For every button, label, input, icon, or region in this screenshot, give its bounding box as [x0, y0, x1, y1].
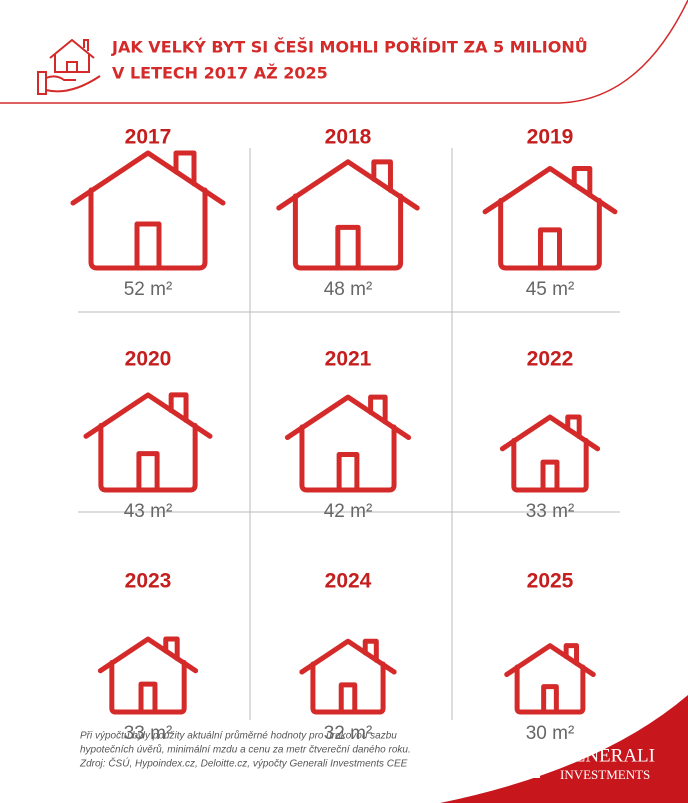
value-label: 32 m²: [324, 723, 373, 744]
house-body: [511, 438, 589, 493]
house-body: [514, 664, 586, 715]
house: [482, 165, 618, 271]
house: [276, 159, 420, 271]
house-door: [138, 681, 158, 715]
brand-name: GENERALI: [560, 745, 655, 766]
year-label: 2017: [125, 126, 172, 149]
year-label: 2024: [325, 570, 372, 593]
house-door: [336, 451, 360, 493]
house-door: [537, 227, 563, 271]
house: [284, 394, 412, 493]
house-roof: [284, 394, 412, 440]
house-body: [310, 661, 386, 715]
brand-name: INVESTMENTS: [560, 767, 650, 782]
house-body: [498, 198, 602, 271]
house-chimney: [168, 392, 189, 424]
house-body: [299, 424, 397, 493]
value-label: 43 m²: [124, 501, 173, 522]
brand-logo: [515, 748, 545, 778]
header-curve: [0, 0, 688, 104]
value-label: 48 m²: [324, 279, 373, 300]
year-label: 2025: [527, 570, 574, 593]
house-roof: [499, 414, 601, 452]
brand-band: [440, 695, 688, 803]
house-roof: [482, 165, 618, 215]
year-label: 2021: [325, 348, 372, 371]
header-icon: [37, 38, 101, 95]
house-roof: [83, 392, 213, 439]
year-label: 2020: [125, 348, 172, 371]
value-label: 52 m²: [124, 279, 173, 300]
house-roof: [276, 159, 420, 211]
value-label: 30 m²: [526, 723, 575, 744]
house: [70, 150, 226, 271]
house-door: [136, 451, 160, 493]
title-line: JAK VELKÝ BYT SI ČEŠI MOHLI POŘÍDIT ZA 5…: [111, 38, 588, 57]
house-roof: [70, 150, 226, 206]
house-door: [338, 682, 358, 715]
house-chimney: [571, 165, 593, 198]
house-chimney: [371, 159, 393, 193]
house: [499, 414, 601, 493]
house: [97, 636, 199, 715]
year-label: 2018: [325, 126, 372, 149]
year-label: 2019: [527, 126, 574, 149]
footnote: Při výpočtu byly použity aktuální průměr…: [80, 730, 397, 742]
house-body: [109, 660, 187, 715]
house-body: [98, 423, 198, 493]
house-door: [540, 459, 560, 493]
footnote: hypotečních úvěrů, minimální mzdu a cenu…: [80, 744, 411, 756]
house-body: [292, 193, 404, 271]
house-chimney: [173, 150, 197, 187]
house-body: [88, 187, 208, 271]
house: [83, 392, 213, 493]
house: [504, 643, 596, 715]
house-roof: [97, 636, 199, 674]
value-label: 42 m²: [324, 501, 373, 522]
title-line: V LETECH 2017 AŽ 2025: [112, 64, 328, 83]
house-roof: [299, 638, 397, 675]
year-label: 2023: [125, 570, 172, 593]
value-label: 45 m²: [526, 279, 575, 300]
house-chimney: [163, 636, 180, 662]
house-roof: [504, 643, 596, 678]
value-label: 33 m²: [526, 501, 575, 522]
house: [299, 638, 397, 715]
footnote: Zdroj: ČSÚ, Hypoindex.cz, Deloitte.cz, v…: [79, 757, 408, 770]
house-chimney: [565, 414, 582, 440]
house-door: [335, 224, 361, 271]
house-door: [134, 221, 162, 271]
house-door: [541, 684, 559, 715]
house-chimney: [362, 638, 379, 663]
grid-lines: [78, 148, 620, 720]
house-chimney: [368, 394, 388, 425]
house-chimney: [563, 643, 580, 667]
value-label: 33 m²: [124, 723, 173, 744]
year-label: 2022: [527, 348, 574, 371]
